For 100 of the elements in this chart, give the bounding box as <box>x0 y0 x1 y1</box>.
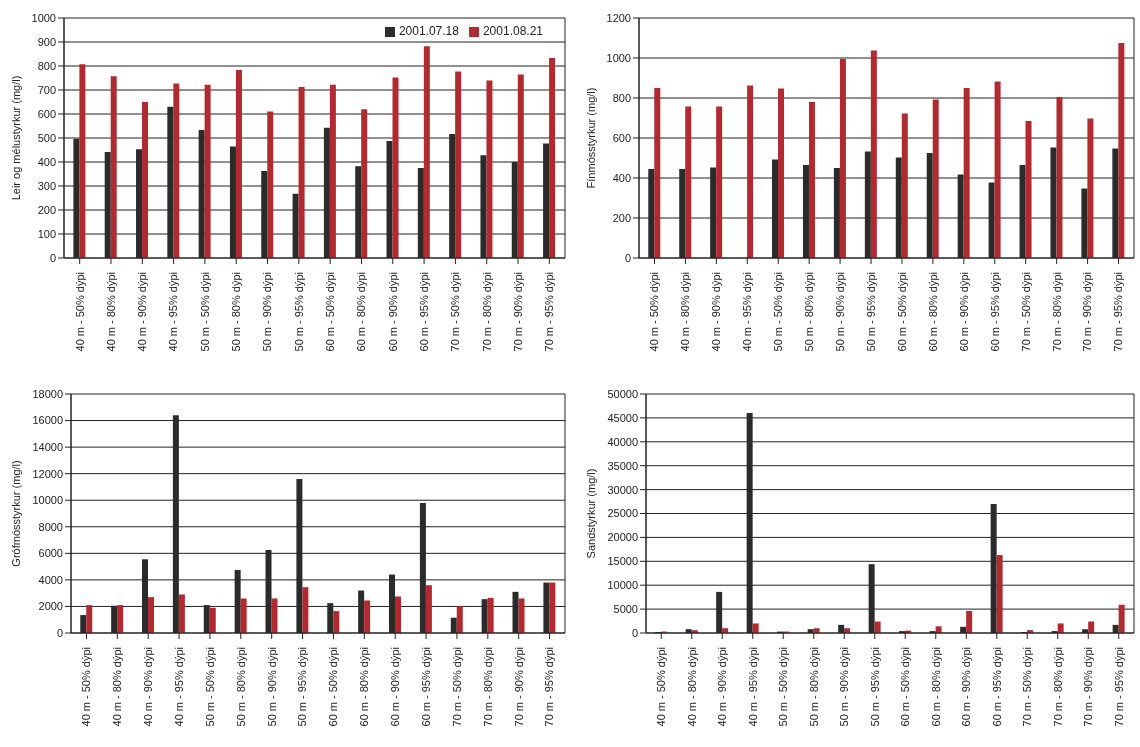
y-tick-label: 4000 <box>38 573 63 586</box>
y-axis-title: Grófmósstyrkur (mg/l) <box>9 460 22 567</box>
y-tick-label: 400 <box>612 171 631 184</box>
x-tick-label: 70 m - 50% dýpi <box>449 272 462 352</box>
y-tick-label: 0 <box>624 251 631 264</box>
x-tick-label: 50 m - 95% dýpi <box>296 647 309 727</box>
x-tick-label: 40 m - 95% dýpi <box>172 647 185 727</box>
y-tick-label: 600 <box>612 131 631 144</box>
x-tick-label: 60 m - 50% dýpi <box>899 647 912 727</box>
y-tick-label: 1000 <box>606 51 631 64</box>
y-tick-label: 0 <box>56 626 63 639</box>
legend-label: 2001.07.18 <box>398 24 459 38</box>
y-tick-label: 8000 <box>38 520 63 533</box>
y-tick-label: 15000 <box>607 555 638 568</box>
y-tick-label: 50000 <box>607 387 638 400</box>
y-tick-label: 6000 <box>38 547 63 560</box>
x-tick-label: 60 m - 50% dýpi <box>895 272 908 352</box>
y-tick-label: 35000 <box>607 459 638 472</box>
x-tick-label: 70 m - 95% dýpi <box>543 647 556 727</box>
x-tick-label: 50 m - 95% dýpi <box>868 647 881 727</box>
x-tick-label: 40 m - 90% dýpi <box>142 647 155 727</box>
y-tick-label: 900 <box>37 35 56 48</box>
x-tick-label: 70 m - 95% dýpi <box>1112 647 1125 727</box>
x-tick-label: 40 m - 80% dýpi <box>679 272 692 352</box>
x-tick-label: 60 m - 95% dýpi <box>990 647 1003 727</box>
y-tick-label: 20000 <box>607 531 638 544</box>
x-tick-label: 70 m - 50% dýpi <box>1019 272 1032 352</box>
y-tick-label: 18000 <box>32 387 63 400</box>
x-tick-label: 40 m - 50% dýpi <box>80 647 93 727</box>
x-tick-label: 40 m - 80% dýpi <box>104 272 117 352</box>
x-tick-label: 60 m - 90% dýpi <box>389 647 402 727</box>
y-axis-title: Leir og mélustyrkur (mg/l) <box>9 75 22 201</box>
x-tick-label: 70 m - 80% dýpi <box>1050 272 1063 352</box>
x-tick-label: 60 m - 95% dýpi <box>988 272 1001 352</box>
x-tick-label: 40 m - 80% dýpi <box>111 647 124 727</box>
x-tick-label: 40 m - 50% dýpi <box>655 647 668 727</box>
x-tick-label: 50 m - 90% dýpi <box>265 647 278 727</box>
y-tick-label: 1000 <box>31 11 56 24</box>
x-tick-label: 60 m - 80% dýpi <box>355 272 368 352</box>
y-tick-label: 800 <box>37 59 56 72</box>
x-tick-label: 60 m - 95% dýpi <box>419 647 432 727</box>
y-tick-label: 800 <box>612 91 631 104</box>
y-tick-label: 1200 <box>606 11 631 24</box>
x-tick-label: 40 m - 95% dýpi <box>167 272 180 352</box>
x-tick-label: 60 m - 95% dýpi <box>417 272 430 352</box>
x-tick-label: 60 m - 90% dýpi <box>960 647 973 727</box>
y-tick-label: 400 <box>37 155 56 168</box>
y-tick-label: 700 <box>37 83 56 96</box>
y-tick-label: 45000 <box>607 411 638 424</box>
x-tick-label: 70 m - 95% dýpi <box>1112 272 1125 352</box>
x-tick-label: 40 m - 90% dýpi <box>716 647 729 727</box>
x-tick-label: 70 m - 50% dýpi <box>1021 647 1034 727</box>
y-tick-label: 200 <box>612 211 631 224</box>
x-tick-label: 50 m - 90% dýpi <box>833 272 846 352</box>
y-tick-label: 12000 <box>32 467 63 480</box>
x-tick-label: 70 m - 90% dýpi <box>512 647 525 727</box>
y-tick-label: 200 <box>37 203 56 216</box>
y-tick-label: 10000 <box>607 579 638 592</box>
x-tick-label: 60 m - 50% dýpi <box>324 272 337 352</box>
y-tick-label: 2000 <box>38 600 63 613</box>
x-tick-label: 60 m - 80% dýpi <box>929 647 942 727</box>
y-tick-label: 300 <box>37 179 56 192</box>
y-axis-title: Sandstyrkur (mg/l) <box>584 468 597 559</box>
x-tick-label: 50 m - 50% dýpi <box>772 272 785 352</box>
x-tick-label: 50 m - 50% dýpi <box>203 647 216 727</box>
x-tick-label: 50 m - 80% dýpi <box>230 272 243 352</box>
x-tick-label: 50 m - 80% dýpi <box>234 647 247 727</box>
y-tick-label: 10000 <box>32 494 63 507</box>
y-tick-label: 30000 <box>607 483 638 496</box>
y-tick-label: 14000 <box>32 441 63 454</box>
y-tick-label: 100 <box>37 227 56 240</box>
x-tick-label: 60 m - 80% dýpi <box>358 647 371 727</box>
x-tick-label: 50 m - 80% dýpi <box>803 272 816 352</box>
x-tick-label: 70 m - 95% dýpi <box>543 272 556 352</box>
x-tick-label: 40 m - 50% dýpi <box>648 272 661 352</box>
y-tick-label: 25000 <box>607 507 638 520</box>
y-tick-label: 600 <box>37 107 56 120</box>
x-tick-label: 40 m - 80% dýpi <box>685 647 698 727</box>
y-tick-label: 0 <box>631 626 638 639</box>
x-tick-label: 60 m - 80% dýpi <box>926 272 939 352</box>
x-tick-label: 70 m - 80% dýpi <box>480 272 493 352</box>
x-tick-label: 50 m - 90% dýpi <box>261 272 274 352</box>
x-tick-label: 70 m - 90% dýpi <box>1081 272 1094 352</box>
x-tick-label: 40 m - 90% dýpi <box>710 272 723 352</box>
x-tick-label: 50 m - 50% dýpi <box>198 272 211 352</box>
y-axis-title: Fínmósstyrkur (mg/l) <box>584 87 597 189</box>
x-tick-label: 60 m - 90% dýpi <box>957 272 970 352</box>
x-tick-label: 60 m - 50% dýpi <box>327 647 340 727</box>
x-tick-label: 70 m - 80% dýpi <box>481 647 494 727</box>
y-tick-label: 500 <box>37 131 56 144</box>
y-tick-label: 40000 <box>607 435 638 448</box>
x-tick-label: 40 m - 50% dýpi <box>73 272 86 352</box>
x-tick-label: 50 m - 95% dýpi <box>292 272 305 352</box>
x-tick-label: 60 m - 90% dýpi <box>386 272 399 352</box>
x-tick-label: 50 m - 90% dýpi <box>838 647 851 727</box>
x-tick-label: 70 m - 80% dýpi <box>1051 647 1064 727</box>
x-tick-label: 50 m - 80% dýpi <box>807 647 820 727</box>
y-tick-label: 16000 <box>32 414 63 427</box>
x-tick-label: 40 m - 95% dýpi <box>746 647 759 727</box>
x-tick-label: 70 m - 90% dýpi <box>511 272 524 352</box>
